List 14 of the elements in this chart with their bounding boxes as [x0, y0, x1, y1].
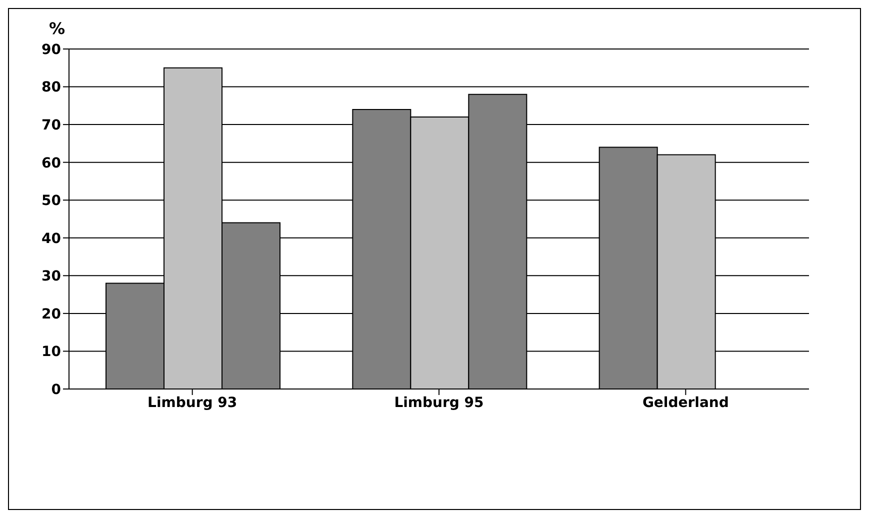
y-tick-label: 40 [42, 230, 62, 247]
y-tick-label: 70 [42, 118, 62, 134]
y-axis-title: % [49, 19, 66, 38]
y-tick-label: 10 [42, 344, 62, 360]
x-tick-label: Gelderland [642, 394, 729, 411]
y-tick-label: 20 [42, 306, 62, 322]
y-tick-label: 80 [42, 80, 62, 96]
x-tick-label: Limburg 93 [148, 394, 238, 411]
y-tick-label: 60 [42, 155, 62, 172]
y-tick-label: 50 [42, 193, 62, 210]
x-tick-label: Limburg 95 [394, 394, 484, 411]
y-tick-label: 30 [42, 268, 62, 285]
y-tick-label: 90 [42, 42, 62, 58]
y-tick-label: 0 [51, 382, 62, 398]
